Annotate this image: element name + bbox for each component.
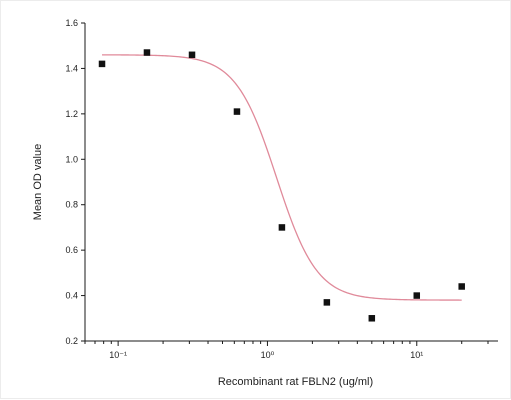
x-tick-label: 10⁻¹ xyxy=(109,350,127,360)
y-tick-label: 1.6 xyxy=(65,18,78,28)
x-tick-label: 10¹ xyxy=(410,350,423,360)
data-point xyxy=(323,299,331,306)
data-point xyxy=(458,283,465,290)
x-tick-label: 10⁰ xyxy=(261,350,275,360)
data-point xyxy=(278,224,286,231)
y-tick-label: 0.2 xyxy=(65,336,78,346)
data-point xyxy=(233,108,241,115)
y-tick-label: 0.6 xyxy=(65,245,78,255)
y-tick-label: 1.0 xyxy=(65,154,78,164)
axes xyxy=(84,23,498,342)
y-tick-label: 0.4 xyxy=(65,291,78,301)
data-point xyxy=(368,315,376,322)
y-axis-ticks: 0.2 0.4 0.6 0.8 1.0 1.2 1.4 1.6 xyxy=(65,18,85,346)
y-tick-label: 1.2 xyxy=(65,109,78,119)
data-points xyxy=(98,49,465,322)
data-point xyxy=(98,60,106,68)
fit-curve xyxy=(102,54,462,301)
x-axis-title: Recombinant rat FBLN2 (ug/ml) xyxy=(218,376,373,388)
data-point xyxy=(188,51,196,59)
x-axis-ticks: 10⁻¹ 10⁰ 10¹ xyxy=(84,341,489,360)
data-point xyxy=(143,49,151,56)
data-point xyxy=(413,292,421,299)
y-tick-label: 0.8 xyxy=(65,200,78,210)
y-axis-title: Mean OD value xyxy=(32,144,44,220)
y-tick-label: 1.4 xyxy=(65,63,78,73)
